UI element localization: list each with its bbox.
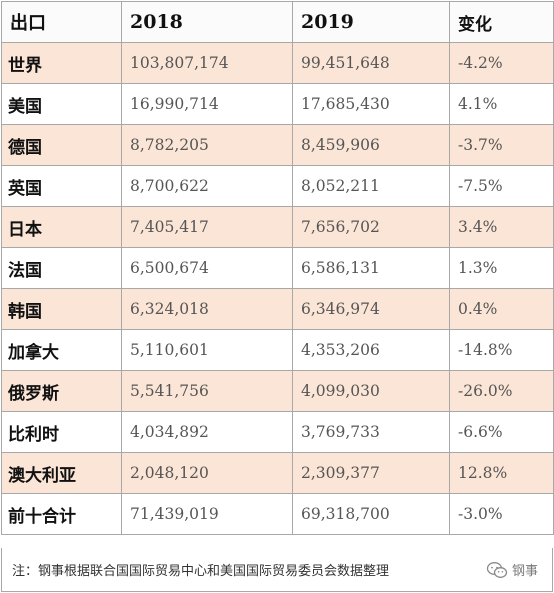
- table-row: 世界 103,807,174 99,451,648 -4.2%: [1, 42, 554, 84]
- cell-2019: 6,346,974: [292, 288, 450, 330]
- cell-2018: 16,990,714: [121, 83, 293, 125]
- table-row: 日本 7,405,417 7,656,702 3.4%: [1, 206, 554, 248]
- table-row: 澳大利亚 2,048,120 2,309,377 12.8%: [1, 452, 554, 494]
- cell-2019: 6,586,131: [292, 247, 450, 289]
- source-note-text: 注：钢事根据联合国国际贸易中心和美国国际贸易委员会数据整理: [12, 564, 390, 579]
- cell-2018: 103,807,174: [121, 42, 293, 84]
- table-header: 出口 2018 2019 变化: [1, 1, 554, 43]
- export-table: 出口 2018 2019 变化 世界 103,807,174 99,451,648-…: [1, 1, 554, 535]
- cell-2019: 8,459,906: [292, 124, 450, 166]
- cell-change: -26.0%: [449, 370, 554, 412]
- cell-2018: 6,500,674: [121, 247, 293, 289]
- cell-change: -3.0%: [449, 493, 554, 535]
- cell-2019: 4,099,030: [292, 370, 450, 412]
- cell-change: 4.1%: [449, 83, 554, 125]
- table-row: 美国 16,990,714 17,685,430 4.1%: [1, 83, 554, 125]
- cell-country: 日本: [1, 206, 122, 248]
- wechat-icon: [486, 561, 508, 578]
- cell-country: 法国: [1, 247, 122, 289]
- header-change: 变化: [449, 1, 554, 43]
- cell-2019: 4,353,206: [292, 329, 450, 371]
- watermark: 钢事: [486, 560, 538, 579]
- cell-change: -3.7%: [449, 124, 554, 166]
- watermark-text: 钢事: [511, 564, 538, 579]
- header-label: 出口: [1, 1, 122, 43]
- cell-2019: 69,318,700: [292, 493, 450, 535]
- source-note: 注：钢事根据联合国国际贸易中心和美国国际贸易委员会数据整理 钢事: [1, 548, 553, 592]
- header-2018: 2018: [121, 1, 293, 43]
- table-body: 世界 103,807,174 99,451,648 -4.2% 美国 16,990,714…: [1, 42, 554, 535]
- cell-2018: 71,439,019: [121, 493, 293, 535]
- cell-change: -4.2%: [449, 42, 554, 84]
- cell-change: 1.3%: [449, 247, 554, 289]
- header-row: 出口 2018 2019 变化: [1, 1, 554, 43]
- table-row: 俄罗斯 5,541,756 4,099,030 -26.0%: [1, 370, 554, 412]
- cell-2019: 2,309,377: [292, 452, 450, 494]
- cell-country: 比利时: [1, 411, 122, 453]
- cell-change: -14.8%: [449, 329, 554, 371]
- table-row: 英国 8,700,622 8,052,211 -7.5%: [1, 165, 554, 207]
- cell-country: 英国: [1, 165, 122, 207]
- cell-change: 0.4%: [449, 288, 554, 330]
- cell-2018: 8,782,205: [121, 124, 293, 166]
- table-row: 前十合计 71,439,019 69,318,700 -3.0%: [1, 493, 554, 535]
- cell-2018: 4,034,892: [121, 411, 293, 453]
- cell-2019: 99,451,648: [292, 42, 450, 84]
- cell-change: -7.5%: [449, 165, 554, 207]
- cell-country: 俄罗斯: [1, 370, 122, 412]
- cell-2018: 6,324,018: [121, 288, 293, 330]
- cell-country: 韩国: [1, 288, 122, 330]
- table-row: 德国 8,782,205 8,459,906 -3.7%: [1, 124, 554, 166]
- table-row: 韩国 6,324,018 6,346,974 0.4%: [1, 288, 554, 330]
- cell-2019: 17,685,430: [292, 83, 450, 125]
- table-row: 法国 6,500,674 6,586,131 1.3%: [1, 247, 554, 289]
- table-row: 比利时 4,034,892 3,769,733 -6.6%: [1, 411, 554, 453]
- cell-country: 美国: [1, 83, 122, 125]
- cell-2018: 5,110,601: [121, 329, 293, 371]
- cell-2018: 7,405,417: [121, 206, 293, 248]
- cell-country: 世界: [1, 42, 122, 84]
- cell-change: 3.4%: [449, 206, 554, 248]
- cell-2019: 7,656,702: [292, 206, 450, 248]
- header-2019: 2019: [292, 1, 450, 43]
- cell-country: 德国: [1, 124, 122, 166]
- cell-2018: 2,048,120: [121, 452, 293, 494]
- cell-change: 12.8%: [449, 452, 554, 494]
- cell-2019: 8,052,211: [292, 165, 450, 207]
- table-row: 加拿大 5,110,601 4,353,206 -14.8%: [1, 329, 554, 371]
- cell-country: 澳大利亚: [1, 452, 122, 494]
- cell-country: 加拿大: [1, 329, 122, 371]
- cell-country: 前十合计: [1, 493, 122, 535]
- cell-2018: 5,541,756: [121, 370, 293, 412]
- cell-2019: 3,769,733: [292, 411, 450, 453]
- cell-2018: 8,700,622: [121, 165, 293, 207]
- cell-change: -6.6%: [449, 411, 554, 453]
